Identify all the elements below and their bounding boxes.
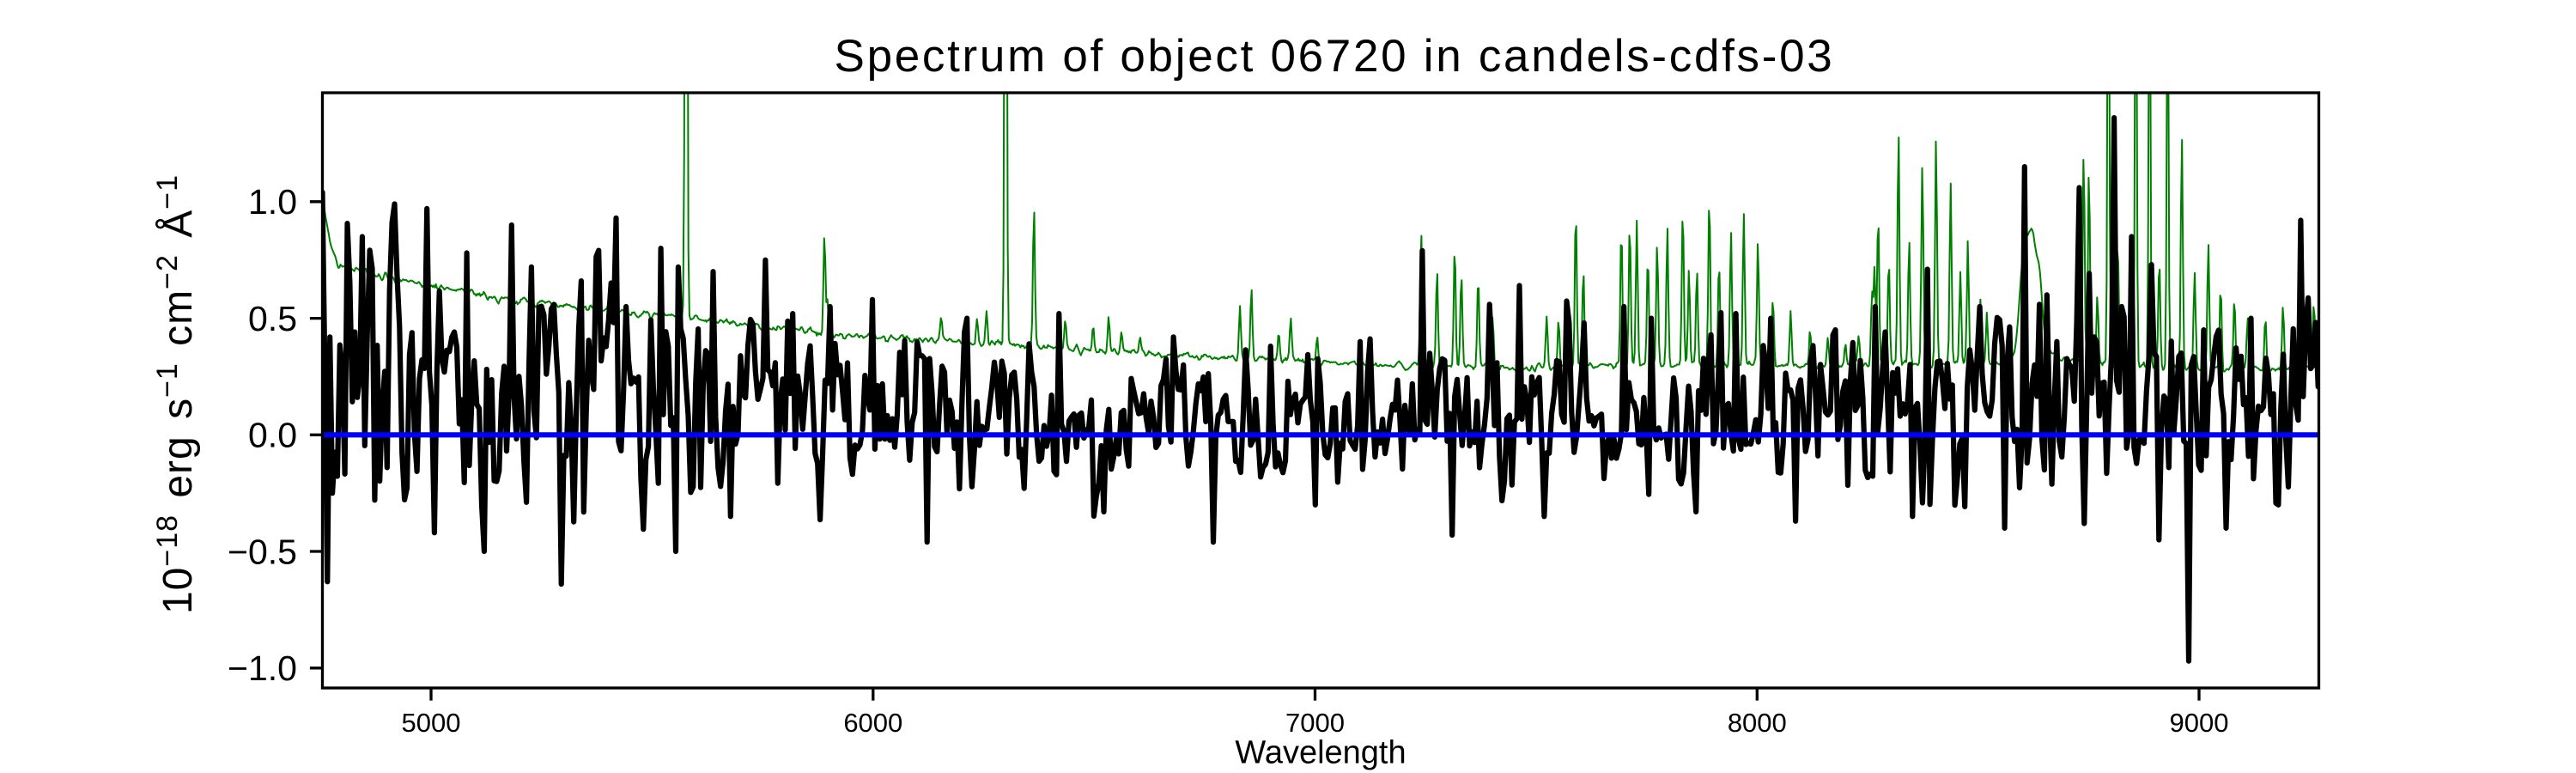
- svg-text:0.0: 0.0: [248, 416, 297, 455]
- svg-text:Wavelength: Wavelength: [1235, 734, 1406, 770]
- svg-text:0.5: 0.5: [248, 299, 297, 338]
- svg-text:8000: 8000: [1728, 708, 1787, 738]
- svg-text:6000: 6000: [843, 708, 902, 738]
- svg-text:Spectrum of object 06720 in ca: Spectrum of object 06720 in candels-cdfs…: [835, 31, 1835, 82]
- svg-text:1.0: 1.0: [248, 182, 297, 222]
- svg-text:10−18 erg s−1 cm−2 Å−1: 10−18 erg s−1 cm−2 Å−1: [151, 174, 201, 614]
- svg-text:5000: 5000: [402, 708, 461, 738]
- svg-text:7000: 7000: [1285, 708, 1345, 738]
- svg-text:−0.5: −0.5: [228, 532, 297, 571]
- svg-text:−1.0: −1.0: [228, 648, 297, 688]
- svg-text:9000: 9000: [2170, 708, 2229, 738]
